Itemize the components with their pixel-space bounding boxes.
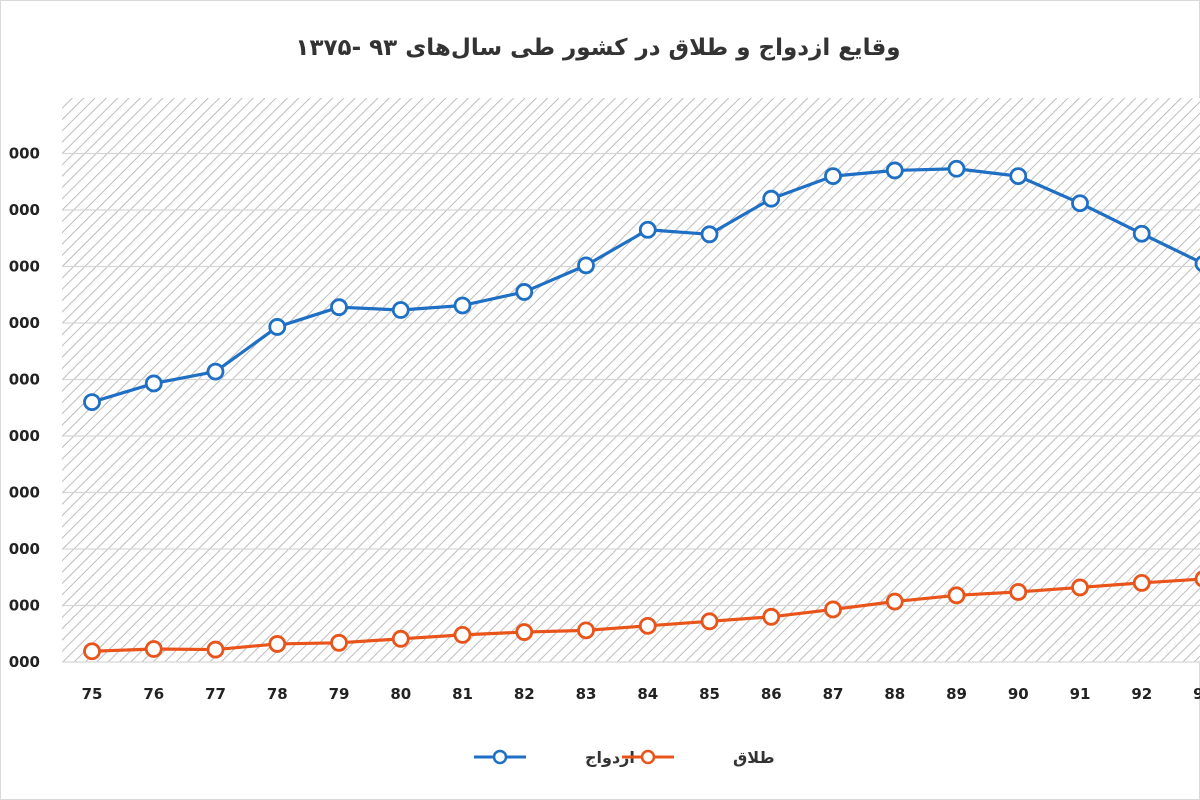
y-tick-label: 000 <box>9 597 40 615</box>
x-tick-label: 91 <box>1070 685 1091 703</box>
data-point-marker <box>1071 194 1089 213</box>
y-tick-label: 000 <box>9 484 40 502</box>
data-point-marker <box>453 625 472 644</box>
data-point-marker <box>453 296 472 315</box>
y-tick-label: 000 <box>9 427 40 445</box>
data-point-marker <box>824 167 842 186</box>
data-point-marker <box>1009 167 1028 186</box>
x-tick-label: 80 <box>390 685 411 703</box>
data-point-marker <box>144 374 163 393</box>
chart-title: وقایع ازدواج و طلاق در کشور طی سال‌های ۹… <box>295 35 900 61</box>
x-tick-label: 82 <box>514 685 535 703</box>
data-point-marker <box>1132 224 1151 243</box>
data-point-marker <box>330 298 348 317</box>
x-tick-label: 76 <box>143 685 164 703</box>
y-tick-label: 000 <box>9 258 40 276</box>
x-tick-label: 86 <box>761 685 782 703</box>
data-point-marker <box>515 283 534 301</box>
legend-label: طلاق <box>733 748 775 767</box>
data-point-marker <box>268 635 287 653</box>
data-point-marker <box>577 621 595 640</box>
data-point-marker <box>1009 583 1028 601</box>
data-point-marker <box>638 220 657 239</box>
data-point-marker <box>638 616 657 635</box>
y-tick-label: 000 <box>9 653 40 671</box>
data-point-marker <box>330 633 348 652</box>
data-point-marker <box>762 607 781 626</box>
legend-marker <box>492 749 508 765</box>
data-point-marker <box>947 586 966 605</box>
data-point-marker <box>700 612 719 631</box>
y-tick-label: 000 <box>9 371 40 389</box>
data-point-marker <box>206 640 225 659</box>
series-group <box>83 159 1200 661</box>
data-point-marker <box>1194 570 1200 588</box>
x-axis: 75 76 77 78 79 80 81 82 83 84 85 86 87 88 89 90 91 92 93 <box>82 685 1200 703</box>
data-point-marker <box>83 393 101 412</box>
x-tick-label: 90 <box>1008 685 1029 703</box>
data-point-marker <box>1071 578 1089 597</box>
data-point-marker <box>391 629 410 648</box>
x-tick-label: 93 <box>1193 685 1200 703</box>
data-point-marker <box>762 189 781 208</box>
data-point-marker <box>700 225 719 244</box>
x-tick-label: 85 <box>699 685 720 703</box>
x-tick-label: 84 <box>637 685 658 703</box>
data-point-marker <box>268 318 287 336</box>
x-tick-label: 89 <box>946 685 967 703</box>
x-tick-label: 77 <box>205 685 226 703</box>
y-axis: 000 000 000 000 000 000 000 000 000 000 <box>9 145 40 672</box>
data-point-marker <box>824 600 842 619</box>
data-point-marker <box>1132 574 1151 592</box>
x-tick-label: 75 <box>82 685 103 703</box>
y-tick-label: 000 <box>9 314 40 332</box>
data-point-marker <box>1194 255 1200 272</box>
x-tick-label: 78 <box>267 685 288 703</box>
x-tick-label: 87 <box>823 685 844 703</box>
legend-label: ازدواج <box>585 748 635 767</box>
x-tick-label: 79 <box>329 685 350 703</box>
data-point-marker <box>206 362 225 381</box>
data-point-marker <box>391 301 410 319</box>
legend-marker <box>640 749 656 765</box>
x-tick-label: 83 <box>576 685 597 703</box>
y-tick-label: 000 <box>9 540 40 558</box>
data-point-marker <box>83 642 101 661</box>
data-point-marker <box>515 623 534 641</box>
legend: ازدواج طلاق <box>474 748 775 767</box>
data-point-marker <box>577 256 595 275</box>
data-point-marker <box>947 159 966 178</box>
data-point-marker <box>885 592 904 611</box>
data-point-marker <box>885 161 904 180</box>
y-tick-label: 000 <box>9 201 40 219</box>
x-tick-label: 88 <box>884 685 905 703</box>
data-point-marker <box>144 640 163 658</box>
gridlines <box>62 152 1200 663</box>
x-tick-label: 81 <box>452 685 473 703</box>
y-tick-label: 000 <box>9 145 40 163</box>
x-tick-label: 92 <box>1131 685 1152 703</box>
